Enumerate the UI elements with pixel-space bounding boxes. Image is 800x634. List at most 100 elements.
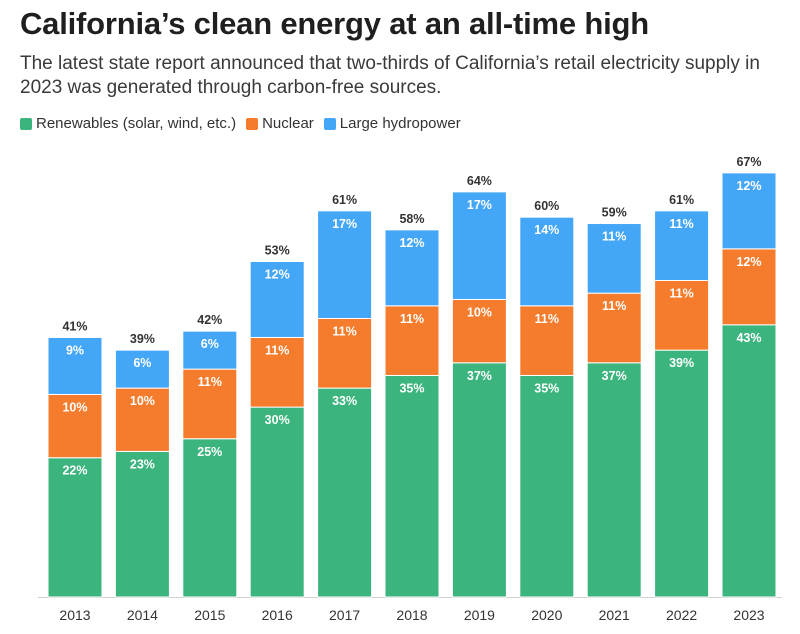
legend-item-hydropower: Large hydropower <box>323 115 461 132</box>
bar-segment-nuclear-2016 <box>249 336 305 408</box>
data-label-nuclear-2020: 11% <box>535 312 559 326</box>
data-label-hydropower-2017: 17% <box>332 217 357 231</box>
bar-segment-renewables-2021 <box>586 362 642 598</box>
bar-segment-renewables-2018 <box>384 374 440 598</box>
data-label-nuclear-2016: 11% <box>265 343 289 357</box>
data-label-nuclear-2013: 10% <box>62 400 87 414</box>
data-label-nuclear-2014: 10% <box>130 394 155 408</box>
data-label-nuclear-2023: 12% <box>736 255 761 269</box>
legend-label-hydropower: Large hydropower <box>339 115 461 132</box>
data-label-hydropower-2022: 11% <box>669 217 693 231</box>
legend-item-nuclear: Nuclear <box>246 115 314 132</box>
bar-segment-nuclear-2022 <box>654 280 710 351</box>
total-label-2017: 61% <box>332 193 357 207</box>
bar-segment-renewables-2016 <box>249 406 305 598</box>
data-label-hydropower-2013: 9% <box>66 343 84 357</box>
data-label-nuclear-2019: 10% <box>467 305 492 319</box>
stacked-bar-chart: 22% 10% 9% 41% 2013 23% 10% 6% 39% 2014 25% 11% 6% 42… <box>38 155 782 623</box>
bar-segment-hydropower-2021 <box>586 223 642 294</box>
bar-segment-hydropower-2018 <box>384 229 440 307</box>
bar-segment-renewables-2022 <box>654 349 710 598</box>
x-tick-label-2022: 2022 <box>666 607 697 623</box>
bar-segment-hydropower-2014 <box>114 349 170 389</box>
data-label-nuclear-2018: 11% <box>400 312 424 326</box>
bar-segment-renewables-2023 <box>721 324 777 598</box>
data-label-renewables-2013: 22% <box>62 464 87 478</box>
total-label-2014: 39% <box>130 332 155 346</box>
total-label-2019: 64% <box>467 174 492 188</box>
data-label-hydropower-2021: 11% <box>602 230 626 244</box>
data-label-nuclear-2022: 11% <box>669 287 693 301</box>
x-tick-label-2014: 2014 <box>127 607 158 623</box>
data-label-renewables-2022: 39% <box>669 356 694 370</box>
data-label-renewables-2019: 37% <box>467 369 492 383</box>
data-label-renewables-2014: 23% <box>130 457 155 471</box>
chart-title: California’s clean energy at an all-time… <box>20 6 649 41</box>
data-label-renewables-2015: 25% <box>197 445 222 459</box>
bar-segment-hydropower-2015 <box>182 330 238 370</box>
data-label-hydropower-2015: 6% <box>201 337 219 351</box>
bar-segment-renewables-2013 <box>47 457 103 598</box>
data-label-hydropower-2023: 12% <box>736 179 761 193</box>
total-label-2018: 58% <box>399 212 424 226</box>
total-label-2021: 59% <box>602 206 627 220</box>
bar-segment-renewables-2019 <box>451 362 507 598</box>
bar-segment-nuclear-2017 <box>317 317 373 389</box>
x-tick-label-2023: 2023 <box>733 607 764 623</box>
bar-segment-hydropower-2022 <box>654 210 710 281</box>
total-label-2020: 60% <box>534 199 559 213</box>
legend-label-renewables: Renewables (solar, wind, etc.) <box>36 115 237 132</box>
bar-segment-renewables-2014 <box>114 450 170 598</box>
bar-segment-hydropower-2017 <box>317 210 373 319</box>
data-label-renewables-2021: 37% <box>602 369 627 383</box>
bar-segment-nuclear-2021 <box>586 292 642 364</box>
data-label-renewables-2016: 30% <box>265 413 290 427</box>
bar-segment-nuclear-2023 <box>721 248 777 326</box>
bar-segment-nuclear-2015 <box>182 368 238 440</box>
data-label-hydropower-2018: 12% <box>399 236 424 250</box>
data-label-nuclear-2021: 11% <box>602 299 626 313</box>
x-tick-label-2013: 2013 <box>59 607 90 623</box>
x-tick-label-2020: 2020 <box>531 607 562 623</box>
x-tick-label-2015: 2015 <box>194 607 225 623</box>
x-tick-label-2017: 2017 <box>329 607 360 623</box>
bar-segment-nuclear-2018 <box>384 305 440 376</box>
x-tick-label-2016: 2016 <box>262 607 293 623</box>
total-label-2023: 67% <box>736 155 761 169</box>
data-label-nuclear-2017: 11% <box>332 324 356 338</box>
data-label-renewables-2023: 43% <box>736 331 761 345</box>
data-label-nuclear-2015: 11% <box>198 375 222 389</box>
bar-segment-hydropower-2023 <box>721 172 777 250</box>
bar-segment-renewables-2015 <box>182 438 238 598</box>
legend-item-renewables: Renewables (solar, wind, etc.) <box>20 115 236 132</box>
total-label-2016: 53% <box>265 244 290 258</box>
x-tick-label-2019: 2019 <box>464 607 495 623</box>
total-label-2013: 41% <box>62 319 87 333</box>
legend-swatch-renewables <box>20 117 32 130</box>
data-label-renewables-2017: 33% <box>332 394 357 408</box>
bar-segment-renewables-2017 <box>317 387 373 598</box>
data-label-renewables-2020: 35% <box>534 381 559 395</box>
bar-segment-hydropower-2013 <box>47 336 103 395</box>
bar-segment-hydropower-2016 <box>249 261 305 338</box>
bar-segment-nuclear-2019 <box>451 298 507 364</box>
legend: Renewables (solar, wind, etc.) Nuclear L… <box>20 115 461 132</box>
data-label-renewables-2018: 35% <box>399 381 424 395</box>
legend-swatch-nuclear <box>246 117 259 130</box>
bar-segment-hydropower-2019 <box>451 191 507 300</box>
x-tick-label-2018: 2018 <box>396 607 427 623</box>
bar-segment-renewables-2020 <box>519 374 575 598</box>
data-label-hydropower-2019: 17% <box>467 198 492 212</box>
total-label-2022: 61% <box>669 193 694 207</box>
chart-subtitle: The latest state report announced that t… <box>20 53 760 98</box>
legend-swatch-hydropower <box>323 117 336 130</box>
x-tick-label-2021: 2021 <box>599 607 630 623</box>
legend-label-nuclear: Nuclear <box>262 115 314 132</box>
data-label-hydropower-2014: 6% <box>133 356 151 370</box>
total-label-2015: 42% <box>197 313 222 327</box>
bar-segment-nuclear-2020 <box>519 305 575 376</box>
data-label-hydropower-2016: 12% <box>265 268 290 282</box>
data-label-hydropower-2020: 14% <box>534 223 559 237</box>
bar-segment-hydropower-2020 <box>519 216 575 307</box>
bar-segment-nuclear-2013 <box>47 393 103 459</box>
